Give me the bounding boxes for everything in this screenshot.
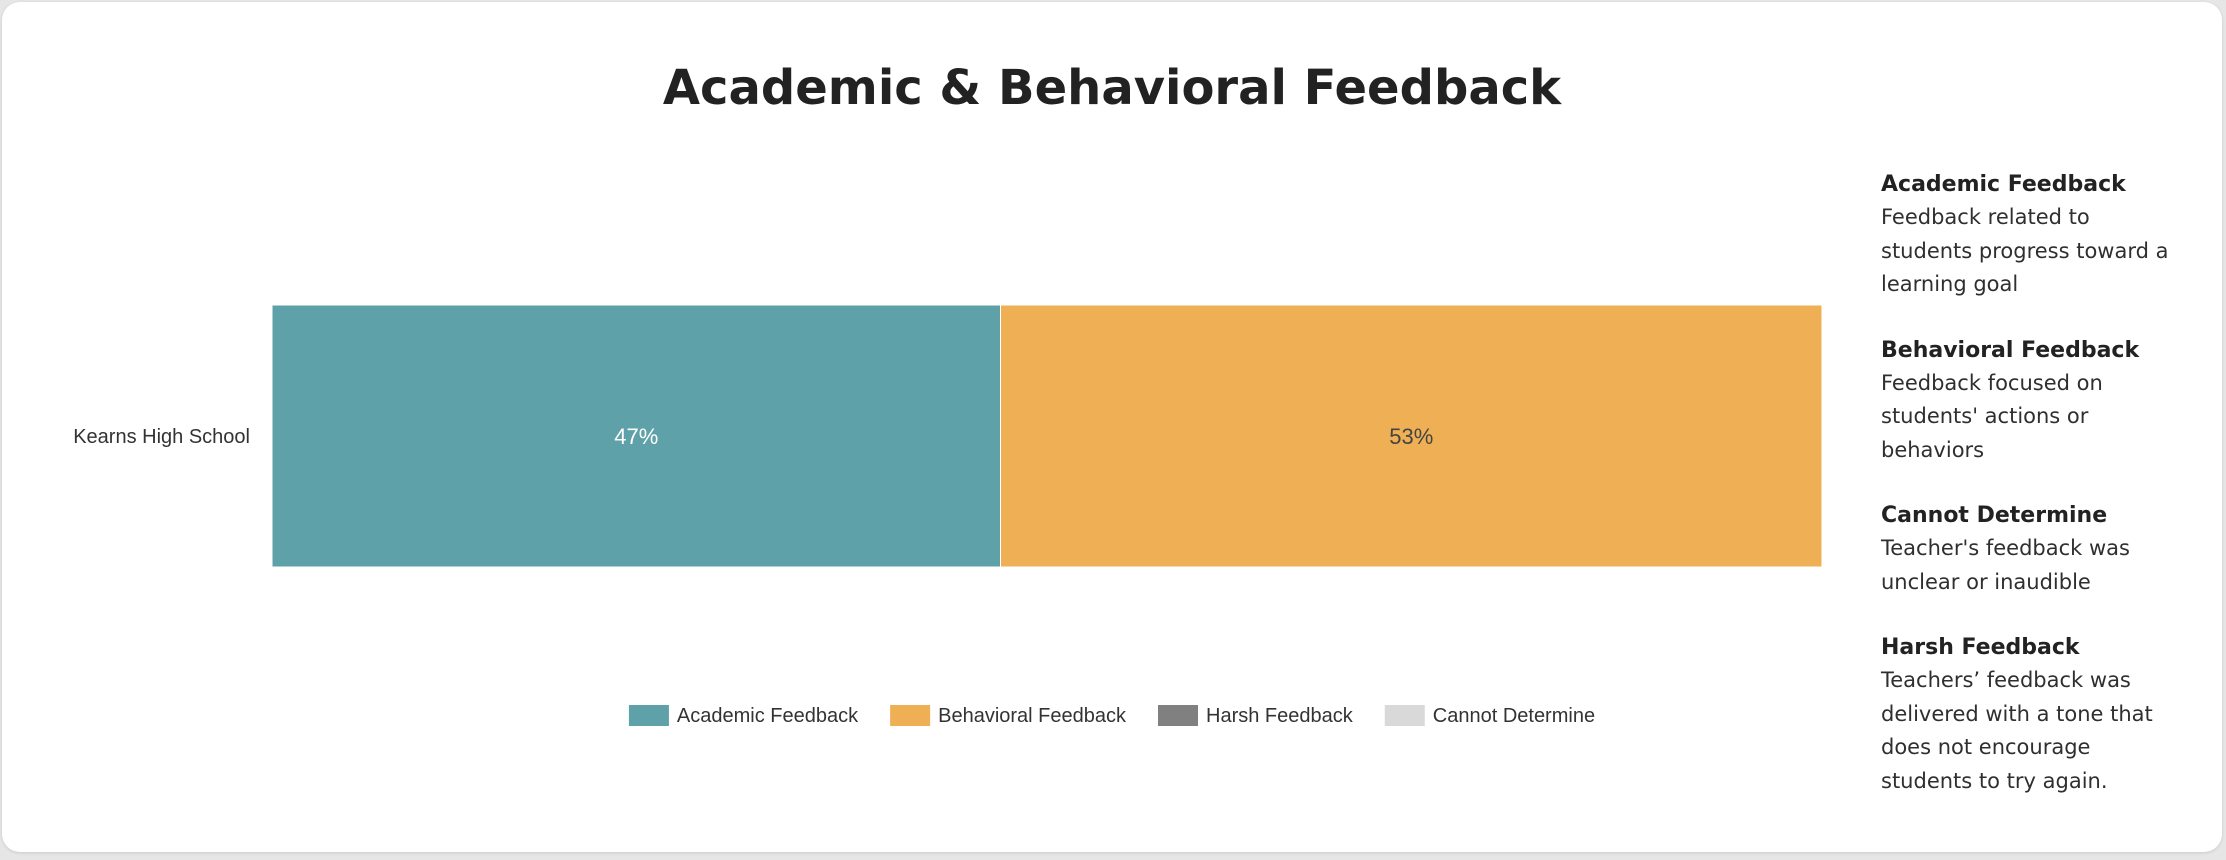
legend-swatch [1384, 705, 1425, 726]
glossary-description-line: Teacher's feedback was [1881, 536, 2130, 560]
chart-title: Academic & Behavioral Feedback [662, 60, 1562, 116]
category-label: Kearns High School [73, 426, 250, 448]
bar-segment-behavioral-feedback [1000, 304, 1823, 568]
legend-swatch [628, 705, 669, 726]
legend-label: Cannot Determine [1433, 705, 1595, 727]
glossary-description-line: Feedback focused on [1881, 370, 2103, 395]
glossary-description-line: Feedback related to [1881, 205, 2090, 229]
glossary-description-line: delivered with a tone that [1881, 701, 2153, 726]
glossary-description-line: students to try again. [1881, 768, 2108, 793]
glossary-description-line: does not encourage [1881, 735, 2091, 759]
bar-segment-academic-feedback [271, 304, 1001, 568]
glossary-description-line: unclear or inaudible [1881, 569, 2091, 594]
glossary-term: Academic Feedback [1881, 172, 2126, 197]
glossary-description: Teacher's feedback was unclear or inaudib… [1881, 532, 2211, 599]
glossary-entry: Harsh Feedback Teachers’ feedback was deli… [1881, 631, 2211, 798]
legend-label: Behavioral Feedback [938, 705, 1127, 727]
glossary-description-line: Teachers’ feedback was [1881, 668, 2131, 692]
legend-label: Academic Feedback [677, 705, 859, 727]
legend-swatch [890, 705, 931, 726]
glossary-term: Behavioral Feedback [1881, 337, 2140, 363]
glossary-panel: Academic Feedback Feedback related to stud… [1881, 168, 2211, 830]
glossary-term: Cannot Determine [1881, 503, 2108, 528]
legend-swatch [1158, 705, 1199, 726]
glossary-term: Harsh Feedback [1881, 635, 2080, 660]
legend-label: Harsh Feedback [1206, 705, 1354, 727]
data-label: 53% [1389, 424, 1433, 449]
glossary-entry: Academic Feedback Feedback related to stud… [1881, 168, 2211, 302]
glossary-description: Feedback related to students progress tow… [1881, 201, 2211, 302]
glossary-description: Teachers’ feedback was delivered with a t… [1881, 664, 2211, 798]
glossary-entry: Behavioral Feedback Feedback focused on st… [1881, 334, 2211, 468]
glossary-description-line: students' actions or [1881, 404, 2089, 428]
glossary-entry: Cannot Determine Teacher's feedback was un… [1881, 499, 2211, 599]
glossary-description-line: behaviors [1881, 437, 1985, 462]
glossary-description: Feedback focused on students' actions or b… [1881, 367, 2211, 468]
glossary-description-line: students progress toward a [1881, 238, 2169, 263]
data-label: 47% [614, 424, 658, 449]
glossary-description-line: learning goal [1881, 272, 2019, 296]
